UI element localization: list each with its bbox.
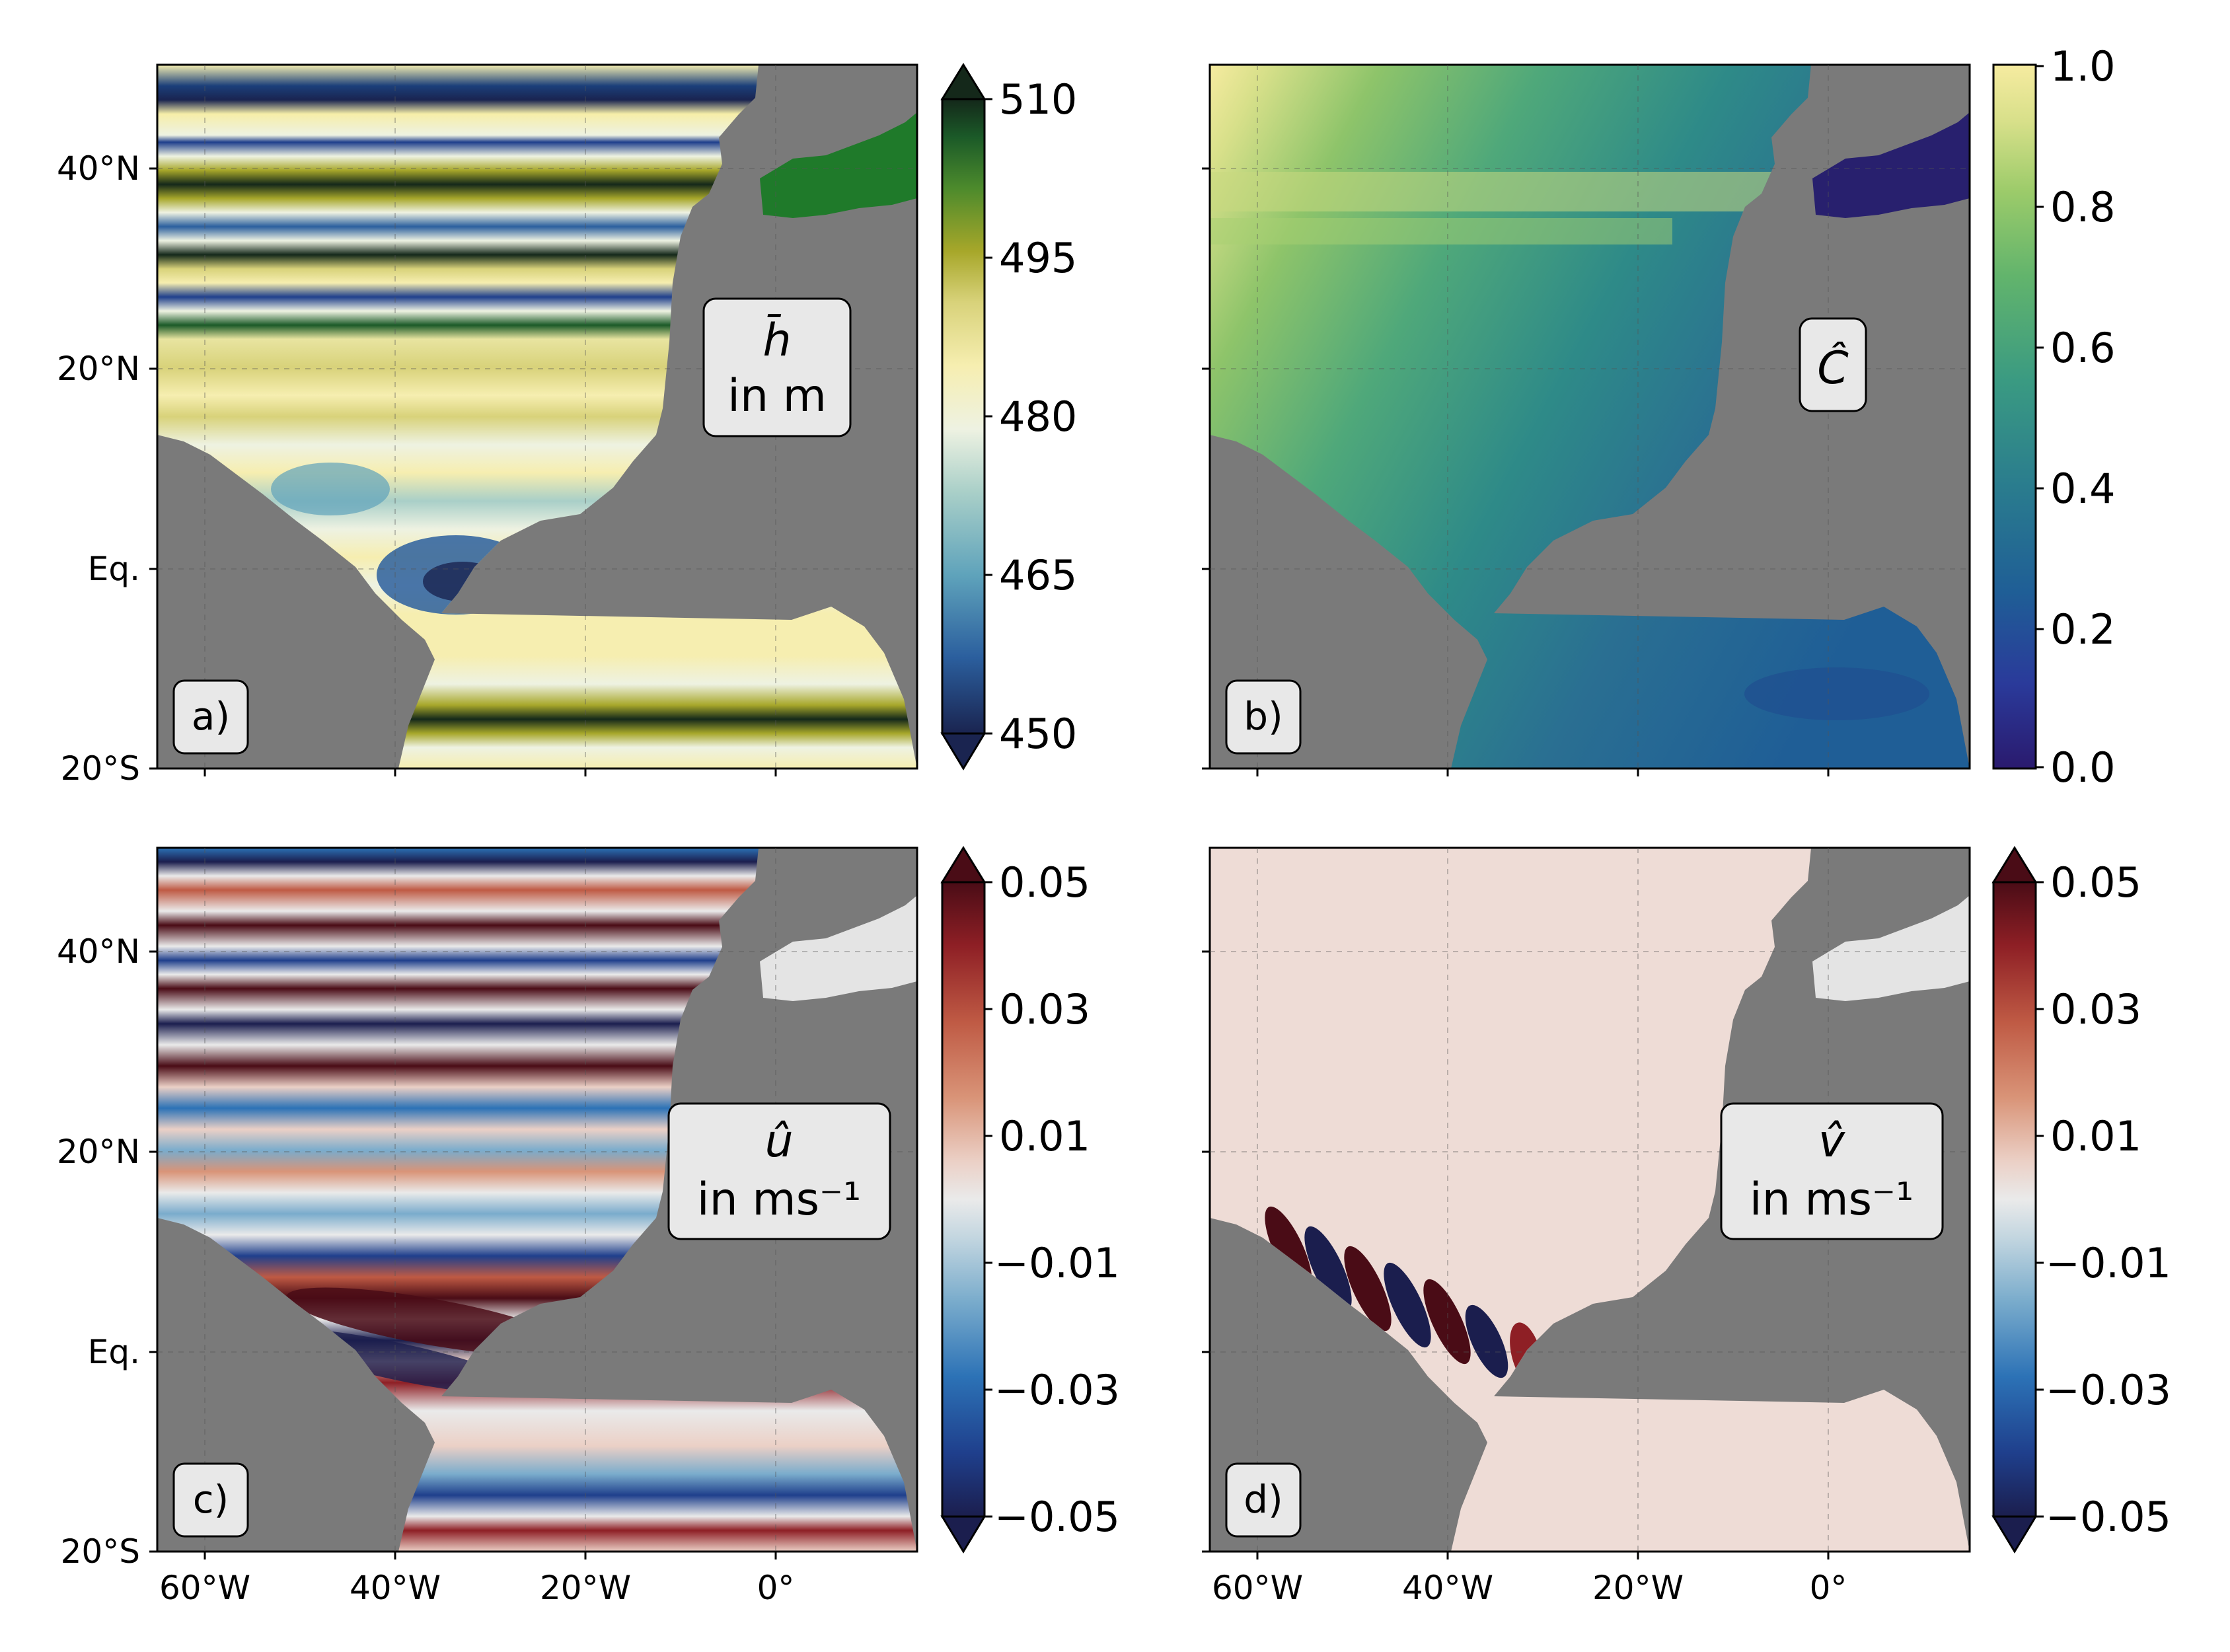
lon-label-0-d: 0° (1810, 1569, 1847, 1607)
panel-label-c: c) (172, 1462, 249, 1538)
lat-label-eq-top: Eq. (88, 550, 140, 588)
colorbar-a-bar (941, 98, 986, 735)
colorbar-c-tick-3: −0.01 (994, 1239, 1120, 1287)
field-label-a-units: in m (727, 370, 827, 422)
colorbar-a-tick-480: 480 (999, 393, 1077, 441)
colorbar-c: 0.05 0.03 0.01 −0.01 −0.03 −0.05 (940, 846, 1120, 1554)
panel-b-south-low (1744, 667, 1929, 720)
colorbar-c-tick-5: −0.05 (994, 1493, 1120, 1541)
colorbar-b-tick-1-0: 1.0 (2050, 42, 2116, 91)
lat-label-20s-top: 20°S (61, 749, 140, 788)
lat-label-eq-bottom: Eq. (88, 1333, 140, 1371)
panel-b-jet-band-2 (1210, 218, 1672, 244)
lon-labels: 60°W 40°W 20°W 0° 60°W 40°W 20°W 0° (159, 1569, 1847, 1607)
colorbar-c-tick-0: 0.05 (999, 858, 1090, 907)
colorbar-d-tick-5: −0.05 (2046, 1493, 2171, 1541)
colorbar-b-tick-0-6: 0.6 (2050, 324, 2116, 372)
colorbar-a-tick-495: 495 (999, 234, 1077, 282)
colorbar-c-tick-2: 0.01 (999, 1112, 1090, 1160)
panel-b-gridlines (1210, 65, 1970, 769)
panel-c-mediterranean (760, 895, 917, 1001)
lon-label-60w-d: 60°W (1212, 1569, 1303, 1607)
lat-label-40n-bottom: 40°N (57, 932, 140, 971)
panel-label-b: b) (1225, 679, 1302, 755)
panel-label-d-text: d) (1244, 1477, 1282, 1522)
axis-ticks (149, 167, 1830, 1559)
colorbar-c-tick-1: 0.03 (999, 985, 1090, 1033)
panel-label-c-text: c) (193, 1477, 229, 1522)
lon-label-40w-c: 40°W (350, 1569, 441, 1607)
colorbar-d: 0.05 0.03 0.01 −0.01 −0.03 −0.05 (1991, 846, 2171, 1554)
colorbar-b-bar (1992, 63, 2037, 770)
colorbar-b-tick-0-2: 0.2 (2050, 605, 2116, 654)
panel-b (1208, 63, 1971, 770)
panel-label-d: d) (1225, 1462, 1302, 1538)
colorbar-b-tick-0-4: 0.4 (2050, 465, 2116, 513)
colorbar-d-extend-max (1991, 846, 2038, 883)
colorbar-c-extend-max (940, 846, 986, 883)
colorbar-d-tick-4: −0.03 (2046, 1366, 2171, 1414)
colorbar-d-bar (1992, 881, 2037, 1518)
panel-label-b-text: b) (1244, 694, 1282, 739)
panel-a-frame (156, 63, 918, 770)
colorbar-d-tick-2: 0.01 (2050, 1112, 2141, 1160)
panel-d-frame (1208, 846, 1971, 1553)
panel-a-caribbean-low (271, 463, 390, 515)
colorbar-c-extend-min (940, 1515, 986, 1554)
colorbar-a-extend-min (940, 732, 986, 770)
field-label-a-symbol: h̄ (762, 314, 791, 367)
colorbar-a-tick-450: 450 (999, 710, 1077, 758)
lat-labels: 40°N 20°N Eq. 20°S 40°N 20°N Eq. 20°S (57, 149, 140, 1571)
colorbar-b: 1.0 0.8 0.6 0.4 0.2 0.0 (1992, 42, 2116, 792)
lat-label-20n-top: 20°N (57, 350, 140, 388)
field-label-d: v̂ in ms⁻¹ (1720, 1102, 1944, 1240)
panel-b-jet-band (1210, 172, 1804, 211)
panel-a-mediterranean (760, 112, 917, 218)
field-label-c: û in ms⁻¹ (667, 1102, 891, 1240)
field-label-a: h̄ in m (702, 297, 852, 437)
colorbar-b-tick-0-8: 0.8 (2050, 183, 2116, 231)
panel-label-a-text: a) (192, 694, 230, 739)
field-label-d-units: in ms⁻¹ (1750, 1174, 1914, 1226)
colorbar-a: 510 495 480 465 450 (940, 63, 1077, 770)
colorbar-d-tick-1: 0.03 (2050, 985, 2141, 1033)
lat-label-20s-bottom: 20°S (61, 1532, 140, 1571)
panel-d-mediterranean (1812, 895, 1970, 1001)
panel-b-frame (1208, 63, 1971, 770)
lon-label-40w-d: 40°W (1402, 1569, 1493, 1607)
lat-label-40n-top: 40°N (57, 149, 140, 188)
field-label-b-symbol: Ĉ (1817, 342, 1849, 394)
colorbar-c-tick-4: −0.03 (994, 1366, 1120, 1414)
field-label-c-symbol: û (764, 1115, 793, 1168)
colorbar-b-tick-0-0: 0.0 (2050, 743, 2116, 792)
field-label-c-units: in ms⁻¹ (697, 1174, 861, 1226)
colorbar-d-tick-0: 0.05 (2050, 858, 2141, 907)
colorbar-a-tick-510: 510 (999, 75, 1077, 124)
lat-label-20n-bottom: 20°N (57, 1133, 140, 1171)
panel-a-gridlines (157, 65, 917, 769)
colorbar-c-bar (941, 881, 986, 1518)
colorbar-d-tick-3: −0.01 (2046, 1239, 2171, 1287)
colorbar-a-tick-465: 465 (999, 551, 1077, 599)
lon-label-20w-d: 20°W (1592, 1569, 1684, 1607)
field-label-b: Ĉ (1799, 317, 1867, 412)
lon-label-20w-c: 20°W (540, 1569, 631, 1607)
panel-label-a: a) (172, 679, 249, 755)
colorbar-a-extend-max (940, 63, 986, 100)
lon-label-0-c: 0° (757, 1569, 795, 1607)
panel-c-frame (156, 846, 918, 1553)
field-label-d-symbol: v̂ (1818, 1115, 1846, 1168)
colorbar-d-extend-min (1991, 1515, 2038, 1554)
panel-b-mediterranean (1812, 112, 1970, 218)
lon-label-60w-c: 60°W (159, 1569, 250, 1607)
